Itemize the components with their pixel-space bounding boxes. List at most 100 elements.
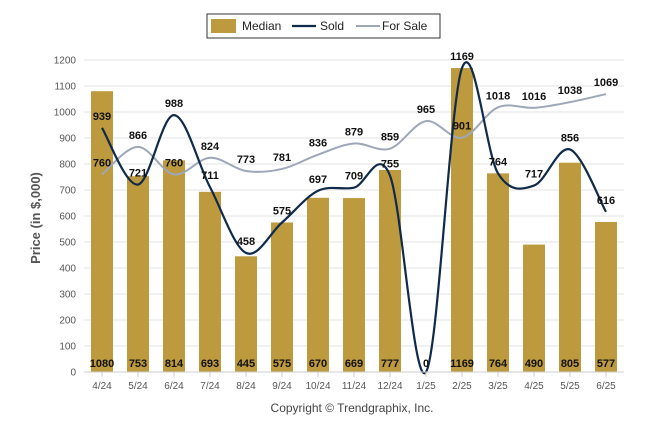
bar bbox=[127, 176, 149, 372]
x-tick-label: 7/24 bbox=[200, 381, 220, 392]
y-tick-label: 100 bbox=[59, 342, 76, 353]
bar bbox=[271, 222, 293, 372]
y-tick-label: 0 bbox=[70, 368, 76, 379]
median-value-label: 1080 bbox=[90, 358, 114, 370]
x-tick-label: 2/25 bbox=[452, 381, 472, 392]
for-sale-value-label: 866 bbox=[129, 130, 147, 142]
for-sale-value-label: 824 bbox=[201, 141, 220, 153]
sold-value-label: 755 bbox=[381, 159, 399, 171]
median-value-label: 670 bbox=[309, 358, 327, 370]
x-tick-label: 10/24 bbox=[305, 381, 330, 392]
sold-value-label: 458 bbox=[237, 236, 255, 248]
median-value-label: 805 bbox=[561, 358, 579, 370]
bar bbox=[523, 244, 545, 372]
x-tick-label: 4/24 bbox=[92, 381, 112, 392]
y-tick-label: 600 bbox=[59, 212, 76, 223]
for-sale-value-label: 901 bbox=[453, 121, 471, 133]
for-sale-value-label: 1016 bbox=[522, 91, 546, 103]
bar bbox=[343, 198, 365, 372]
y-tick-label: 1100 bbox=[54, 82, 76, 93]
y-tick-label: 400 bbox=[59, 264, 76, 275]
for-sale-value-label: 1038 bbox=[558, 85, 582, 97]
sold-value-label: 717 bbox=[525, 169, 543, 181]
y-tick-label: 1000 bbox=[54, 108, 77, 119]
for-sale-value-label: 879 bbox=[345, 126, 363, 138]
legend-label-sold: Sold bbox=[320, 19, 344, 33]
label-layer: 1080 753 814 693 445 575 670 669 777 0 1169 764 490 8… bbox=[90, 51, 618, 370]
legend-label-median: Median bbox=[242, 19, 281, 33]
y-tick-label: 900 bbox=[59, 134, 76, 145]
bar bbox=[559, 162, 581, 372]
sold-value-label: 721 bbox=[129, 168, 147, 180]
x-tick-label: 8/24 bbox=[236, 381, 256, 392]
bar bbox=[91, 91, 113, 372]
bar-layer bbox=[91, 68, 617, 372]
x-tick-label: 5/25 bbox=[560, 381, 580, 392]
bar bbox=[235, 256, 257, 372]
sold-value-label: 711 bbox=[201, 170, 219, 182]
for-sale-value-label: 965 bbox=[417, 104, 435, 116]
x-tick-label: 9/24 bbox=[272, 381, 292, 392]
median-value-label: 1169 bbox=[450, 358, 474, 370]
median-value-label: 814 bbox=[165, 358, 184, 370]
x-tick-label: 1/25 bbox=[416, 381, 436, 392]
x-tick-label: 11/24 bbox=[342, 381, 367, 392]
for-sale-value-label: 1018 bbox=[486, 90, 510, 102]
x-tick-label: 5/24 bbox=[128, 381, 148, 392]
median-value-label: 0 bbox=[423, 358, 429, 370]
copyright-text: Copyright © Trendgraphix, Inc. bbox=[271, 401, 434, 415]
bar bbox=[379, 169, 401, 372]
legend: Median Sold For Sale bbox=[206, 13, 441, 39]
for-sale-value-label: 1069 bbox=[594, 77, 618, 89]
bar bbox=[595, 221, 617, 372]
sold-value-label: 575 bbox=[273, 206, 291, 218]
legend-label-for-sale: For Sale bbox=[382, 19, 428, 33]
y-tick-label: 200 bbox=[59, 316, 76, 327]
median-value-label: 693 bbox=[201, 358, 219, 370]
bar bbox=[451, 68, 473, 372]
median-value-label: 764 bbox=[489, 358, 508, 370]
median-value-label: 575 bbox=[273, 358, 291, 370]
bar bbox=[163, 160, 185, 372]
for-sale-value-label: 760 bbox=[93, 157, 111, 169]
for-sale-value-label: 781 bbox=[273, 152, 291, 164]
legend-swatch-median bbox=[211, 19, 236, 33]
sold-value-label: 709 bbox=[345, 171, 363, 183]
y-tick-label: 500 bbox=[59, 238, 76, 249]
y-tick-label: 1200 bbox=[54, 56, 77, 67]
sold-value-label: 939 bbox=[93, 111, 111, 123]
y-tick-label: 700 bbox=[59, 186, 76, 197]
median-value-label: 753 bbox=[129, 358, 147, 370]
sold-value-label: 616 bbox=[597, 195, 615, 207]
sold-value-label: 764 bbox=[489, 156, 508, 168]
for-sale-value-label: 859 bbox=[381, 132, 399, 144]
sold-line bbox=[101, 61, 607, 375]
for-sale-line bbox=[101, 93, 607, 176]
bar bbox=[307, 197, 329, 372]
for-sale-value-label: 760 bbox=[165, 157, 183, 169]
axis-layer: 0 100 200 300 400 500 600 700 800 900 1000 1100 1200… bbox=[54, 56, 624, 392]
bar bbox=[199, 191, 221, 372]
x-tick-label: 12/24 bbox=[377, 381, 402, 392]
median-value-label: 669 bbox=[345, 358, 363, 370]
x-tick-label: 4/25 bbox=[524, 381, 544, 392]
y-axis-title: Price (in $,000) bbox=[28, 172, 43, 264]
sold-value-label: 697 bbox=[309, 174, 327, 186]
for-sale-value-label: 773 bbox=[237, 154, 255, 166]
line-layer bbox=[101, 61, 607, 375]
median-value-label: 490 bbox=[525, 358, 543, 370]
legend-box bbox=[206, 13, 441, 39]
for-sale-value-label: 836 bbox=[309, 138, 327, 150]
sold-value-label: 988 bbox=[165, 98, 183, 110]
x-tick-label: 6/24 bbox=[164, 381, 184, 392]
y-tick-label: 800 bbox=[59, 160, 76, 171]
x-tick-label: 3/25 bbox=[488, 381, 508, 392]
median-value-label: 777 bbox=[381, 358, 399, 370]
y-tick-label: 300 bbox=[59, 290, 76, 301]
sold-value-label: 856 bbox=[561, 132, 579, 144]
bar bbox=[487, 173, 509, 372]
sold-value-label: 1169 bbox=[450, 51, 474, 63]
median-value-label: 577 bbox=[597, 358, 615, 370]
